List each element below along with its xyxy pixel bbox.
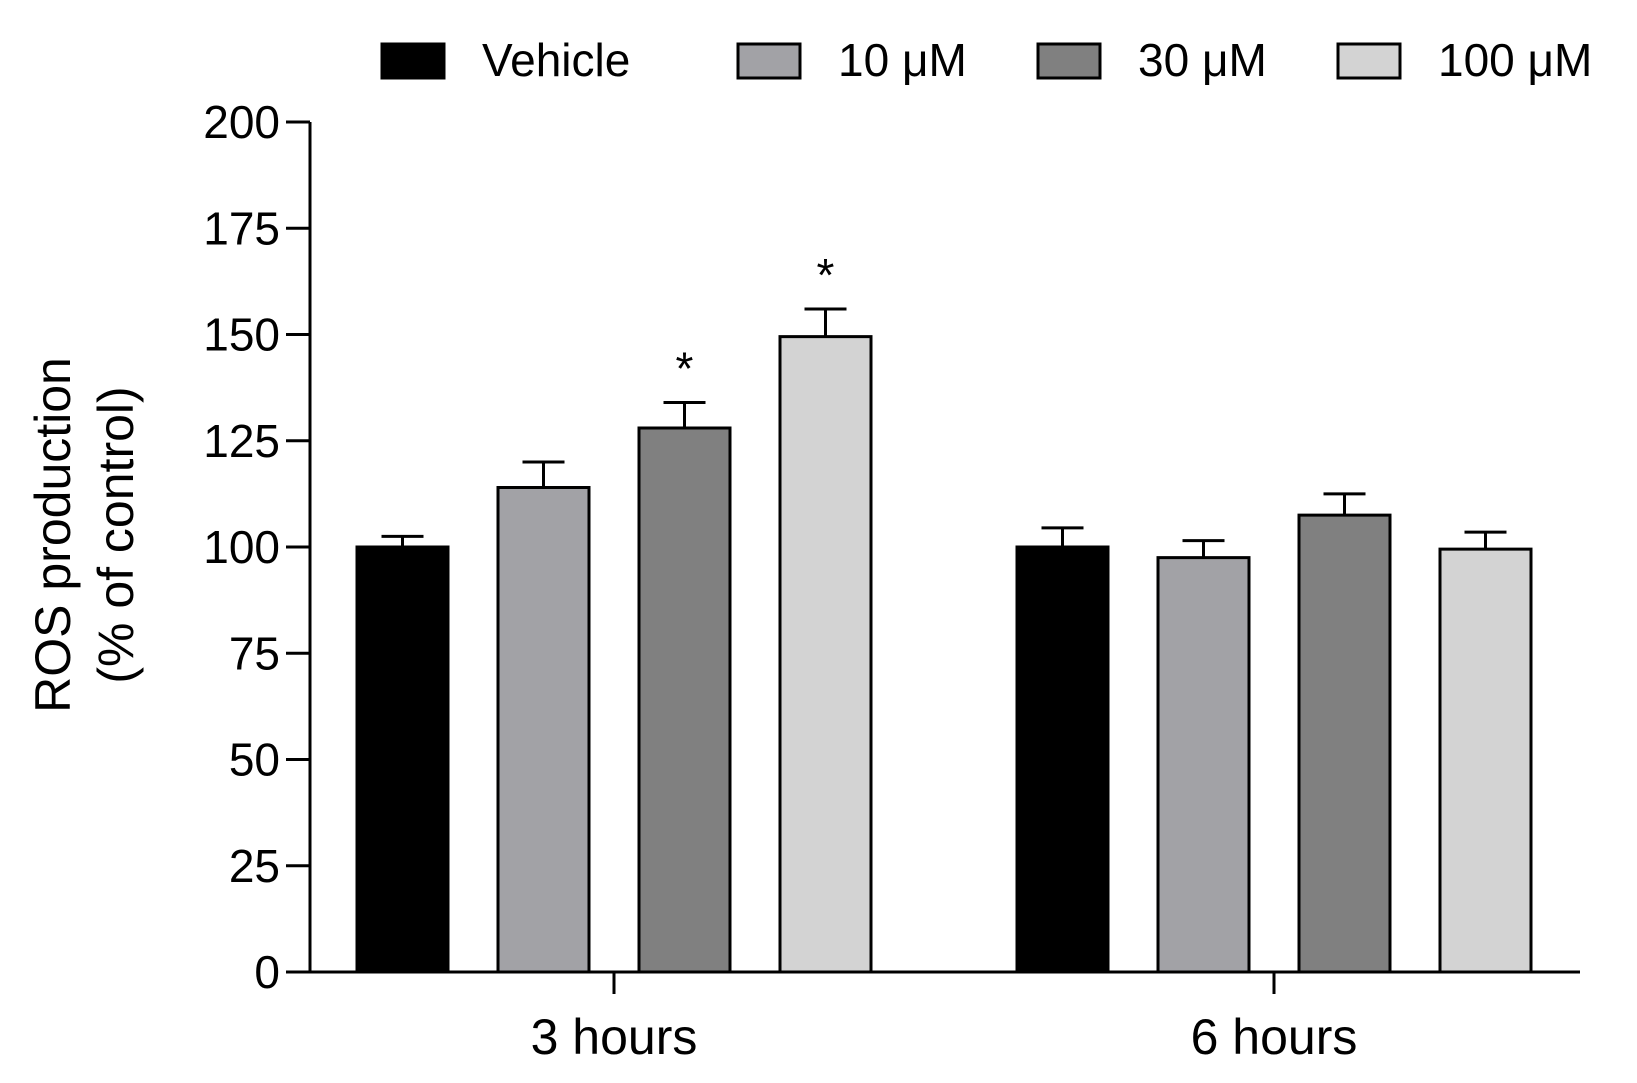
bar xyxy=(1015,545,1110,974)
legend-swatch xyxy=(1336,42,1402,80)
bar xyxy=(637,426,732,974)
y-tick-label: 100 xyxy=(203,521,280,573)
bar xyxy=(355,545,450,974)
legend: Vehicle 10 μM 30 μM 100 μM xyxy=(380,34,1592,86)
y-axis-label-line1: ROS production xyxy=(25,357,81,713)
y-axis-label-line2: (% of control) xyxy=(88,386,144,683)
y-tick-label: 25 xyxy=(229,840,280,892)
significance-marker: * xyxy=(817,249,835,301)
bar xyxy=(496,486,591,974)
legend-label: 10 μM xyxy=(838,34,967,86)
legend-label: Vehicle xyxy=(482,34,630,86)
y-tick-label: 0 xyxy=(254,946,280,998)
x-tick-label: 6 hours xyxy=(1191,1009,1358,1065)
bar xyxy=(1297,513,1392,974)
y-tick-label: 175 xyxy=(203,202,280,254)
y-tick-label: 200 xyxy=(203,96,280,148)
bars: ** xyxy=(355,249,1533,974)
legend-swatch xyxy=(736,42,802,80)
bar xyxy=(778,335,873,974)
legend-swatch xyxy=(1036,42,1102,80)
y-axis: 0 25 50 75 100 125 150 175 200 xyxy=(203,96,312,998)
y-tick-label: 125 xyxy=(203,415,280,467)
legend-swatch xyxy=(380,42,446,80)
x-axis: 3 hours 6 hours xyxy=(310,970,1580,1065)
bar xyxy=(1156,556,1251,974)
y-tick-label: 75 xyxy=(229,627,280,679)
legend-label: 100 μM xyxy=(1438,34,1592,86)
y-axis-label: ROS production (% of control) xyxy=(25,357,144,713)
x-tick-label: 3 hours xyxy=(531,1009,698,1065)
significance-marker: * xyxy=(676,343,694,395)
y-tick-label: 150 xyxy=(203,309,280,361)
bar xyxy=(1438,547,1533,974)
y-tick-label: 50 xyxy=(229,734,280,786)
legend-label: 30 μM xyxy=(1138,34,1267,86)
